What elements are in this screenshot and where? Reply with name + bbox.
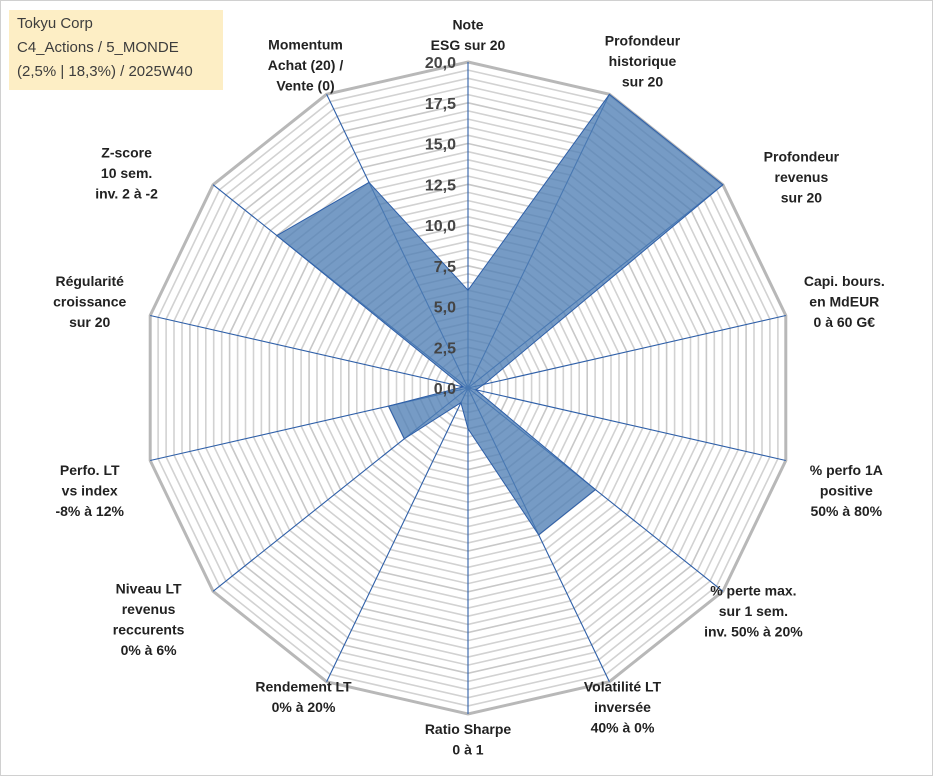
axis-label-line: Niveau LT [116, 580, 182, 596]
axis-label-line: Z-score [101, 145, 152, 161]
axis-label-line: Momentum [268, 36, 343, 52]
axis-label-line: positive [820, 483, 873, 499]
axis-label: Profondeur historique sur 20 [605, 32, 681, 89]
axis-label-line: Profondeur [605, 32, 681, 48]
info-box: Tokyu Corp C4_Actions / 5_MONDE (2,5% | … [9, 10, 223, 90]
axis-label-line: Volatilité LT [584, 679, 662, 695]
axis-label: Régularité croissance sur 20 [53, 273, 126, 330]
axis-label: % perfo 1A positive 50% à 80% [810, 462, 883, 519]
info-portfolio: C4_Actions / 5_MONDE [17, 39, 179, 56]
axis-label-line: Vente (0) [276, 77, 334, 93]
axis-label-line: sur 1 sem. [719, 603, 788, 619]
axis-label-line: -8% à 12% [55, 503, 124, 519]
axis-label-line: 40% à 0% [591, 720, 655, 736]
axis-label-line: en MdEUR [809, 294, 879, 310]
axis-label-line: 0 à 60 G€ [814, 314, 876, 330]
axis-spoke [467, 387, 786, 462]
axis-label-line: sur 20 [781, 190, 822, 206]
axis-label-line: Ratio Sharpe [425, 721, 512, 737]
axis-label: Note ESG sur 20 [431, 17, 506, 54]
axis-label-line: Capi. bours. [804, 273, 885, 289]
axis-label-line: inv. 50% à 20% [704, 623, 803, 639]
axis-label-line: revenus [122, 601, 176, 617]
tick-label: 10,0 [425, 218, 456, 235]
axis-label-line: % perfo 1A [810, 462, 883, 478]
tick-label: 2,5 [434, 340, 456, 357]
axis-label: Rendement LT 0% à 20% [255, 679, 352, 716]
axis-label-line: Régularité [55, 273, 124, 289]
tick-label: 20,0 [425, 55, 456, 72]
axis-label-line: 0% à 6% [121, 642, 178, 658]
tick-label: 7,5 [434, 259, 456, 276]
axis-label-line: vs index [62, 483, 118, 499]
axis-label-line: % perte max. [710, 582, 796, 598]
axis-label-line: inversée [594, 699, 651, 715]
axis-label-line: inv. 2 à -2 [95, 186, 158, 202]
axis-label: Momentum Achat (20) / Vente (0) [268, 36, 344, 93]
axis-label-line: Rendement LT [255, 679, 352, 695]
axis-spoke [467, 314, 786, 389]
axis-label-line: sur 20 [69, 314, 110, 330]
axis-label: Perfo. LT vs index -8% à 12% [55, 462, 124, 519]
axis-label-line: Achat (20) / [268, 57, 344, 73]
tick-label: 15,0 [425, 137, 456, 154]
axis-label: Z-score 10 sem. inv. 2 à -2 [95, 145, 158, 202]
axis-label-line: historique [609, 53, 677, 69]
tick-label: 5,0 [434, 300, 456, 317]
axis-label-line: Perfo. LT [60, 462, 120, 478]
axis-label-line: revenus [775, 169, 829, 185]
axis-label-line: 0% à 20% [272, 699, 336, 715]
axis-spoke [150, 314, 469, 389]
axis-label-line: ESG sur 20 [431, 37, 506, 53]
axis-label-line: Note [452, 17, 483, 33]
info-range: (2,5% | 18,3%) / 2025W40 [17, 63, 193, 80]
axis-label-line: Profondeur [764, 149, 840, 165]
axis-spoke [326, 387, 469, 682]
axis-label: Capi. bours. en MdEUR 0 à 60 G€ [804, 273, 885, 330]
tick-label: 0,0 [434, 381, 456, 398]
axis-label-line: reccurents [113, 621, 185, 637]
axis-label: Ratio Sharpe 0 à 1 [425, 721, 512, 758]
axis-label-line: 10 sem. [101, 165, 152, 181]
axis-label: % perte max. sur 1 sem. inv. 50% à 20% [704, 582, 803, 639]
tick-label: 12,5 [425, 177, 456, 194]
axis-label-line: croissance [53, 294, 126, 310]
axis-label-line: 50% à 80% [810, 503, 882, 519]
axis-label-line: sur 20 [622, 73, 663, 89]
axis-label-line: 0 à 1 [452, 742, 483, 758]
axis-label: Profondeur revenus sur 20 [764, 149, 840, 206]
tick-label: 17,5 [425, 96, 456, 113]
axis-label: Volatilité LT inversée 40% à 0% [584, 679, 662, 736]
axis-label: Niveau LT revenus reccurents 0% à 6% [113, 580, 185, 658]
data-area [275, 93, 724, 536]
info-company: Tokyu Corp [17, 15, 93, 32]
